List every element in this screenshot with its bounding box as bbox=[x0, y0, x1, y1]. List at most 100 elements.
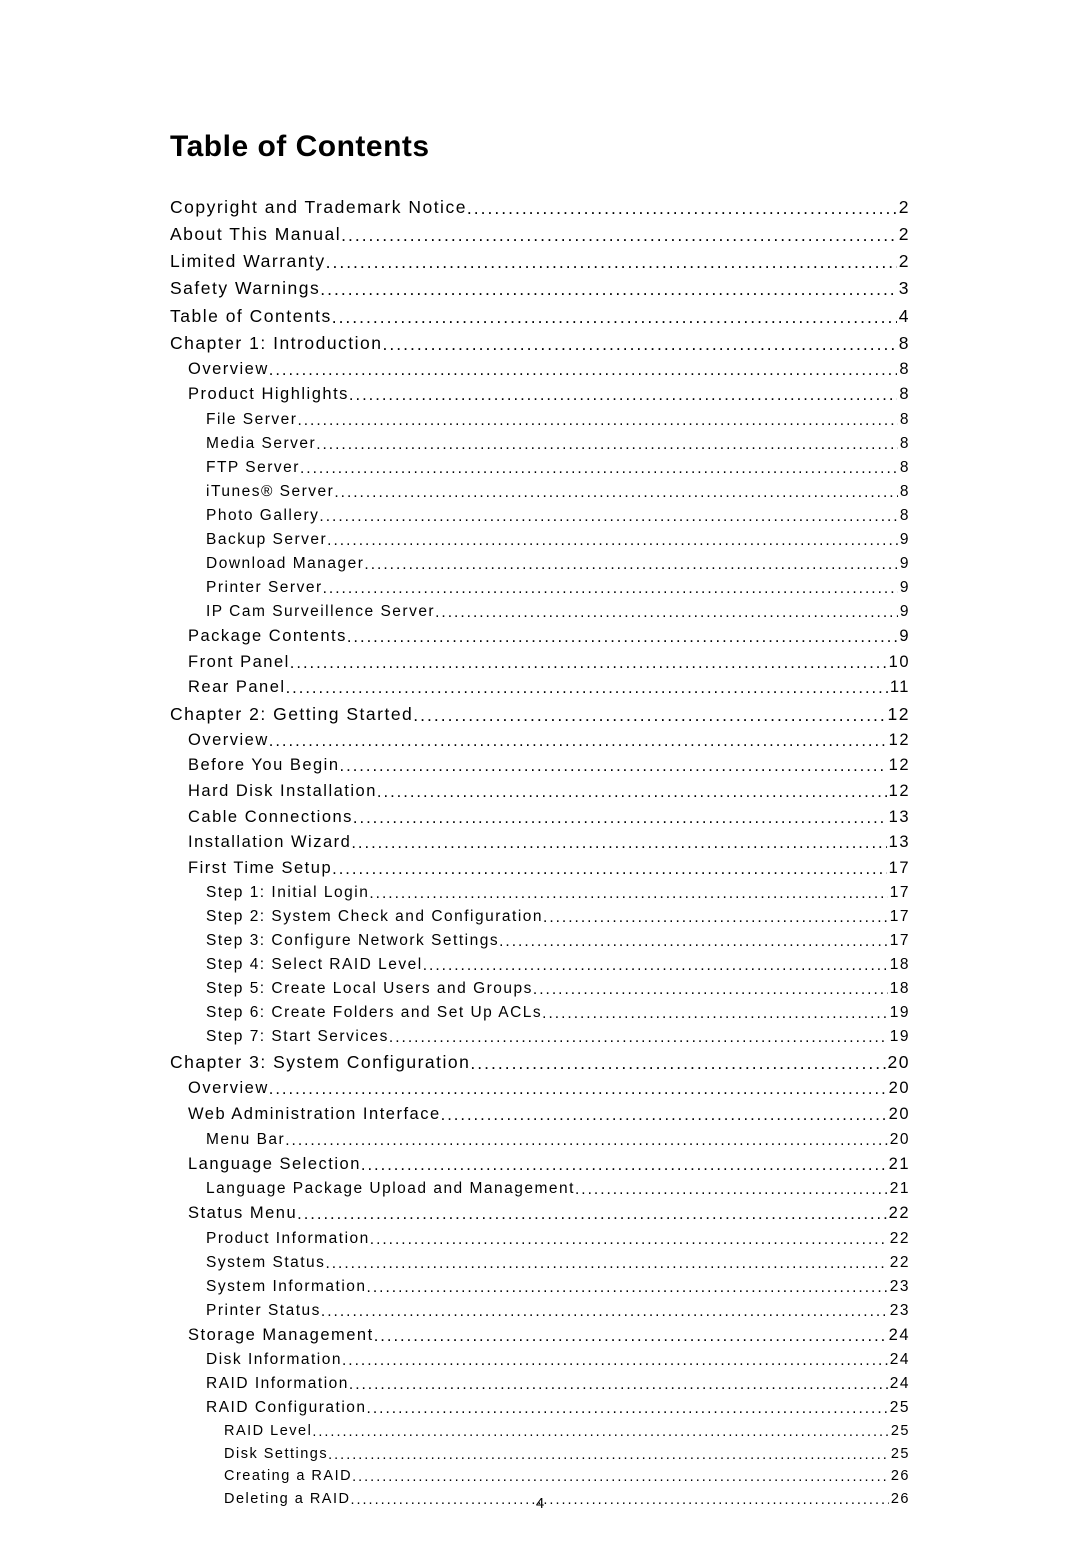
toc-leader bbox=[389, 1026, 888, 1050]
toc-entry-page: 17 bbox=[888, 929, 910, 953]
toc-entry-label: Before You Begin bbox=[188, 753, 340, 779]
toc-entry-label: Cable Connections bbox=[188, 805, 353, 831]
toc-leader bbox=[326, 249, 897, 276]
toc-entry-label: Front Panel bbox=[188, 650, 290, 676]
toc-leader bbox=[286, 676, 888, 702]
toc-entry: Copyright and Trademark Notice2 bbox=[170, 194, 910, 221]
toc-entry: Overview12 bbox=[170, 728, 910, 754]
toc-entry: Step 7: Start Services19 bbox=[170, 1025, 910, 1049]
toc-leader bbox=[470, 1050, 885, 1077]
toc-entry: First Time Setup17 bbox=[170, 856, 910, 882]
toc-entry: iTunes® Server8 bbox=[170, 480, 910, 504]
toc-entry: Step 3: Configure Network Settings 17 bbox=[170, 929, 910, 953]
toc-leader bbox=[423, 954, 888, 978]
toc-leader bbox=[325, 1252, 887, 1276]
toc-entry-label: Product Information bbox=[206, 1227, 370, 1251]
toc-leader bbox=[340, 754, 887, 780]
toc-entry-label: Hard Disk Installation bbox=[188, 779, 377, 805]
toc-entry-page: 21 bbox=[888, 1177, 910, 1201]
toc-entry: Overview8 bbox=[170, 357, 910, 383]
toc-entry-label: Disk Information bbox=[206, 1348, 342, 1372]
toc-entry-page: 9 bbox=[898, 552, 910, 576]
toc-leader bbox=[369, 882, 887, 906]
toc-entry: Printer Server9 bbox=[170, 576, 910, 600]
toc-entry-label: Product Highlights bbox=[188, 382, 349, 408]
toc-leader bbox=[441, 1103, 887, 1129]
toc-leader bbox=[575, 1178, 888, 1202]
toc-entry-page: 10 bbox=[887, 650, 910, 676]
toc-entry-page: 25 bbox=[889, 1443, 910, 1465]
toc-entry-label: Step 3: Configure Network Settings bbox=[206, 929, 499, 953]
toc-entry-page: 18 bbox=[888, 977, 910, 1001]
toc-leader bbox=[374, 1324, 887, 1350]
toc-leader bbox=[300, 457, 898, 481]
toc-leader bbox=[377, 780, 887, 806]
toc-entry: Web Administration Interface20 bbox=[170, 1102, 910, 1128]
toc-entry-page: 17 bbox=[888, 905, 910, 929]
toc-entry-page: 24 bbox=[888, 1372, 910, 1396]
toc-entry: Product Highlights 8 bbox=[170, 382, 910, 408]
toc-leader bbox=[341, 222, 897, 249]
toc-entry-label: Web Administration Interface bbox=[188, 1102, 441, 1128]
toc-leader bbox=[297, 1202, 887, 1228]
toc-entry-page: 2 bbox=[897, 248, 910, 275]
toc-entry-page: 9 bbox=[898, 528, 910, 552]
toc-entry-page: 8 bbox=[897, 357, 910, 383]
toc-entry: Printer Status23 bbox=[170, 1299, 910, 1323]
toc-leader bbox=[285, 1129, 888, 1153]
toc-entry-page: 20 bbox=[886, 1049, 910, 1076]
toc-entry: Front Panel 10 bbox=[170, 650, 910, 676]
toc-leader bbox=[383, 331, 897, 358]
toc-leader bbox=[413, 702, 885, 729]
toc-entry-label: File Server bbox=[206, 408, 297, 432]
toc-entry-page: 8 bbox=[897, 382, 910, 408]
toc-leader bbox=[334, 481, 898, 505]
toc-entry: RAID Configuration25 bbox=[170, 1396, 910, 1420]
toc-entry-page: 12 bbox=[887, 753, 910, 779]
toc-leader bbox=[467, 195, 897, 222]
toc-entry-label: Installation Wizard bbox=[188, 830, 351, 856]
toc-leader bbox=[321, 1300, 888, 1324]
toc-entry: Chapter 2: Getting Started12 bbox=[170, 701, 910, 728]
toc-leader bbox=[332, 857, 887, 883]
toc-entry: System Information23 bbox=[170, 1275, 910, 1299]
toc-leader bbox=[435, 601, 898, 625]
toc-entry-label: Table of Contents bbox=[170, 303, 332, 330]
toc-entry: Overview20 bbox=[170, 1076, 910, 1102]
toc-entry-page: 9 bbox=[898, 600, 910, 624]
toc-entry-page: 12 bbox=[887, 728, 910, 754]
toc-entry-label: RAID Information bbox=[206, 1372, 349, 1396]
toc-entry: Package Contents9 bbox=[170, 624, 910, 650]
toc-entry: Download Manager9 bbox=[170, 552, 910, 576]
toc-entry: IP Cam Surveillence Server9 bbox=[170, 600, 910, 624]
toc-entry-page: 8 bbox=[898, 408, 910, 432]
toc-entry-label: Media Server bbox=[206, 432, 316, 456]
toc-entry-label: First Time Setup bbox=[188, 856, 332, 882]
toc-entry-page: 23 bbox=[888, 1299, 910, 1323]
toc-entry-label: Package Contents bbox=[188, 624, 347, 650]
toc-entry-label: Limited Warranty bbox=[170, 248, 326, 275]
toc-entry-page: 12 bbox=[887, 779, 910, 805]
toc-leader bbox=[352, 1466, 889, 1488]
toc-entry: Step 4: Select RAID Level18 bbox=[170, 953, 910, 977]
toc-entry-label: RAID Level bbox=[224, 1420, 312, 1442]
toc-leader bbox=[370, 1228, 888, 1252]
toc-entry-page: 23 bbox=[888, 1275, 910, 1299]
toc-entry-page: 19 bbox=[888, 1025, 910, 1049]
toc-leader bbox=[349, 1373, 888, 1397]
toc-entry-page: 8 bbox=[898, 456, 910, 480]
toc-entry-label: Status Menu bbox=[188, 1201, 297, 1227]
toc-entry-label: Step 2: System Check and Configuration bbox=[206, 905, 543, 929]
toc-leader bbox=[290, 651, 887, 677]
toc-entry: Before You Begin 12 bbox=[170, 753, 910, 779]
toc-entry-label: Storage Management bbox=[188, 1323, 374, 1349]
toc-entry: Language Selection21 bbox=[170, 1152, 910, 1178]
toc-entry-page: 22 bbox=[888, 1227, 910, 1251]
page-number: 4 bbox=[0, 1495, 1080, 1512]
toc-entry: Status Menu22 bbox=[170, 1201, 910, 1227]
toc-entry-label: Step 5: Create Local Users and Groups bbox=[206, 977, 533, 1001]
toc-entry-page: 25 bbox=[888, 1396, 910, 1420]
toc-leader bbox=[269, 729, 887, 755]
toc-entry: Media Server8 bbox=[170, 432, 910, 456]
toc-entry-label: Chapter 2: Getting Started bbox=[170, 701, 413, 728]
